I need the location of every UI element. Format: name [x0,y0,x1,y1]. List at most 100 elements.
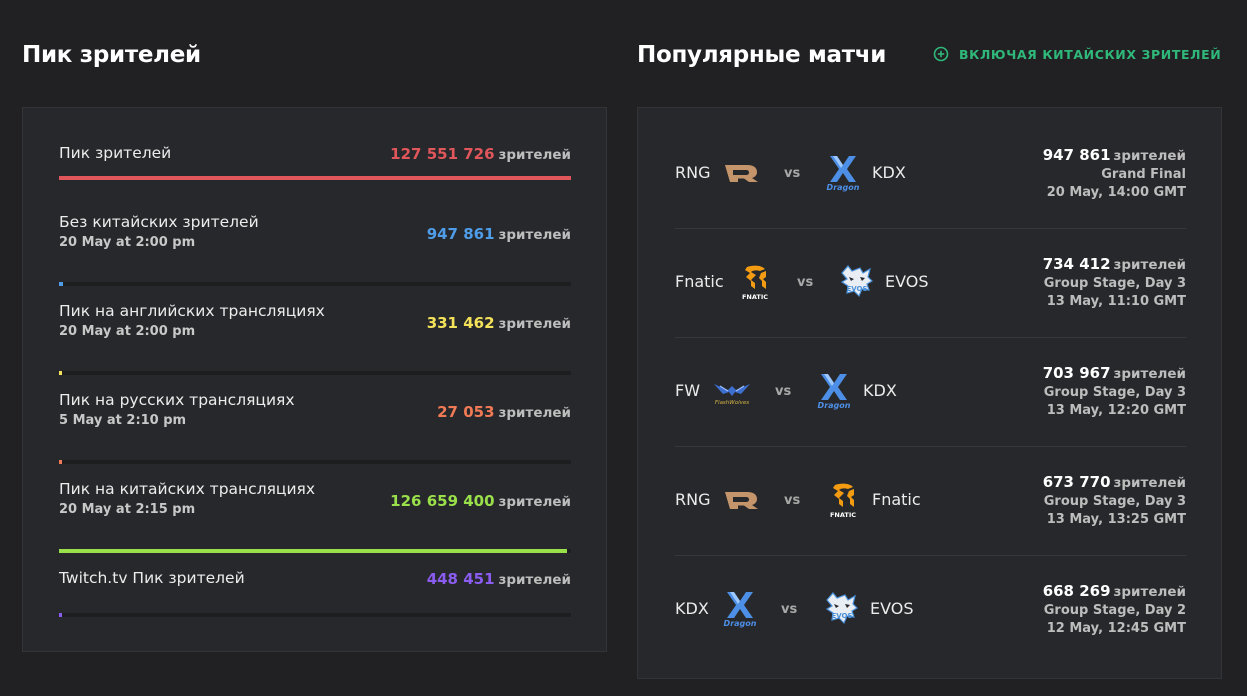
match-divider [675,446,1186,447]
stat-number: 127 551 726 [390,145,495,163]
stat-value: 947 861 зрителей [427,225,571,243]
rng-logo-icon [722,481,762,519]
match-viewers-unit: зрителей [1113,366,1186,382]
kdx-logo-icon: Dragon [720,590,760,628]
team1-name[interactable]: RNG [675,163,711,182]
stat-row: Без китайских зрителей 20 May at 2:00 pm 9… [59,213,571,286]
stat-value: 448 451 зрителей [427,570,571,588]
stat-unit: зрителей [498,147,571,163]
stat-value: 127 551 726 зрителей [390,145,571,163]
stat-row: Пик зрителей 127 551 726 зрителей [59,144,571,180]
stat-bar-track [59,613,571,617]
match-viewers: 673 770 зрителей [1043,473,1186,491]
kdx-logo-icon: Dragon [823,154,863,192]
team1-name[interactable]: Fnatic [675,272,724,291]
stat-bar-track [59,282,571,286]
stat-bar-track [59,371,571,375]
team2-name[interactable]: KDX [872,163,906,182]
stat-value: 27 053 зрителей [437,403,571,421]
stat-date: 20 May at 2:15 pm [59,502,196,517]
stat-bar-track [59,176,571,180]
match-stage: Group Stage, Day 3 [1043,276,1186,291]
team2-name[interactable]: Fnatic [872,490,921,509]
peak-viewers-panel: Пик зрителей 127 551 726 зрителей Без китай… [22,107,607,652]
match-viewers-unit: зрителей [1113,475,1186,491]
match-viewers-unit: зрителей [1113,148,1186,164]
svg-text:FNATIC: FNATIC [742,293,768,301]
match-viewers-number: 673 770 [1042,473,1111,491]
match-stage: Group Stage, Day 3 [1043,385,1186,400]
stat-value: 331 462 зрителей [427,314,571,332]
match-row[interactable]: FW FlashWolves vs Dragon KDX 703 967 зрите… [675,338,1186,447]
match-row[interactable]: RNG vs Dragon KDX 947 861 зрителей Grand Fi… [675,120,1186,229]
evos-logo-icon: EVOS [836,263,876,301]
match-viewers: 947 861 зрителей [1043,146,1186,164]
match-viewers-number: 947 861 [1042,146,1111,164]
svg-text:FlashWolves: FlashWolves [715,400,749,406]
team2-name[interactable]: KDX [863,381,897,400]
stat-number: 947 861 [426,225,495,243]
stat-label: Пик на русских трансляциях [59,391,295,409]
stat-row: Пик на русских трансляциях 5 May at 2:10 … [59,391,571,464]
svg-text:Dragon: Dragon [827,183,860,192]
match-info: 734 412 зрителей Group Stage, Day 3 13 May,… [1043,255,1186,309]
stat-value: 126 659 400 зрителей [390,492,571,510]
match-time: 13 May, 12:20 GMT [1046,403,1186,418]
match-row[interactable]: RNG vs FNATIC Fnatic 673 770 зрителей Group… [675,447,1186,556]
match-row[interactable]: Fnatic FNATIC vs EVOS EVOS 734 412 зрителе… [675,229,1186,338]
stat-bar-fill [59,613,63,617]
stat-row: Пик на английских трансляциях 20 May at 2… [59,302,571,375]
match-viewers-number: 703 967 [1042,364,1111,382]
include-chinese-viewers-toggle[interactable]: ВКЛЮЧАЯ КИТАЙСКИХ ЗРИТЕЛЕЙ [933,46,1221,62]
stat-unit: зрителей [498,405,571,421]
match-time: 13 May, 11:10 GMT [1046,294,1186,309]
team1-name[interactable]: RNG [675,490,711,509]
match-info: 703 967 зрителей Group Stage, Day 3 13 May,… [1043,364,1186,418]
match-viewers-number: 668 269 [1042,582,1111,600]
stat-label: Пик на китайских трансляциях [59,480,316,498]
stat-bar-fill [59,460,63,464]
evos-logo-icon: EVOS [821,590,861,628]
stat-date: 5 May at 2:10 pm [59,413,187,428]
match-row[interactable]: KDX Dragon vs EVOS EVOS 668 269 зрителей Gr… [675,556,1186,665]
stat-label: Twitch.tv Пик зрителей [59,569,245,587]
kdx-logo-icon: Dragon [814,372,854,410]
svg-text:Dragon: Dragon [724,619,757,628]
svg-text:Dragon: Dragon [818,401,851,410]
stat-unit: зрителей [498,494,571,510]
stat-date: 20 May at 2:00 pm [59,235,196,250]
match-divider [675,228,1186,229]
match-viewers: 703 967 зрителей [1043,364,1186,382]
vs-label: vs [775,384,792,399]
stat-date: 20 May at 2:00 pm [59,324,196,339]
svg-text:FNATIC: FNATIC [830,511,856,519]
match-viewers-unit: зрителей [1113,584,1186,600]
stat-row: Пик на китайских трансляциях 20 May at 2:… [59,480,571,553]
popular-matches-panel: RNG vs Dragon KDX 947 861 зрителей Grand Fi… [637,107,1222,679]
stat-number: 448 451 [426,570,495,588]
stat-label: Пик на английских трансляциях [59,302,325,320]
match-viewers: 668 269 зрителей [1043,582,1186,600]
peak-viewers-title: Пик зрителей [22,42,201,68]
stat-bar-fill [59,176,571,180]
stat-label: Пик зрителей [59,144,172,162]
stat-number: 126 659 400 [390,492,495,510]
fnatic-logo-icon: FNATIC [823,481,863,519]
team1-name[interactable]: KDX [675,599,709,618]
team2-name[interactable]: EVOS [870,599,914,618]
stat-number: 331 462 [426,314,495,332]
stat-bar-fill [59,282,63,286]
stat-bar-track [59,549,571,553]
popular-matches-title: Популярные матчи [637,42,887,68]
stat-label: Без китайских зрителей [59,213,259,231]
team1-name[interactable]: FW [675,381,701,400]
stat-unit: зрителей [498,227,571,243]
stat-number: 27 053 [437,403,495,421]
stat-bar-fill [59,549,568,553]
match-divider [675,555,1186,556]
team2-name[interactable]: EVOS [885,272,929,291]
plus-circle-icon [933,46,949,62]
stat-unit: зрителей [498,316,571,332]
match-viewers-number: 734 412 [1042,255,1111,273]
match-stage: Group Stage, Day 3 [1043,494,1186,509]
